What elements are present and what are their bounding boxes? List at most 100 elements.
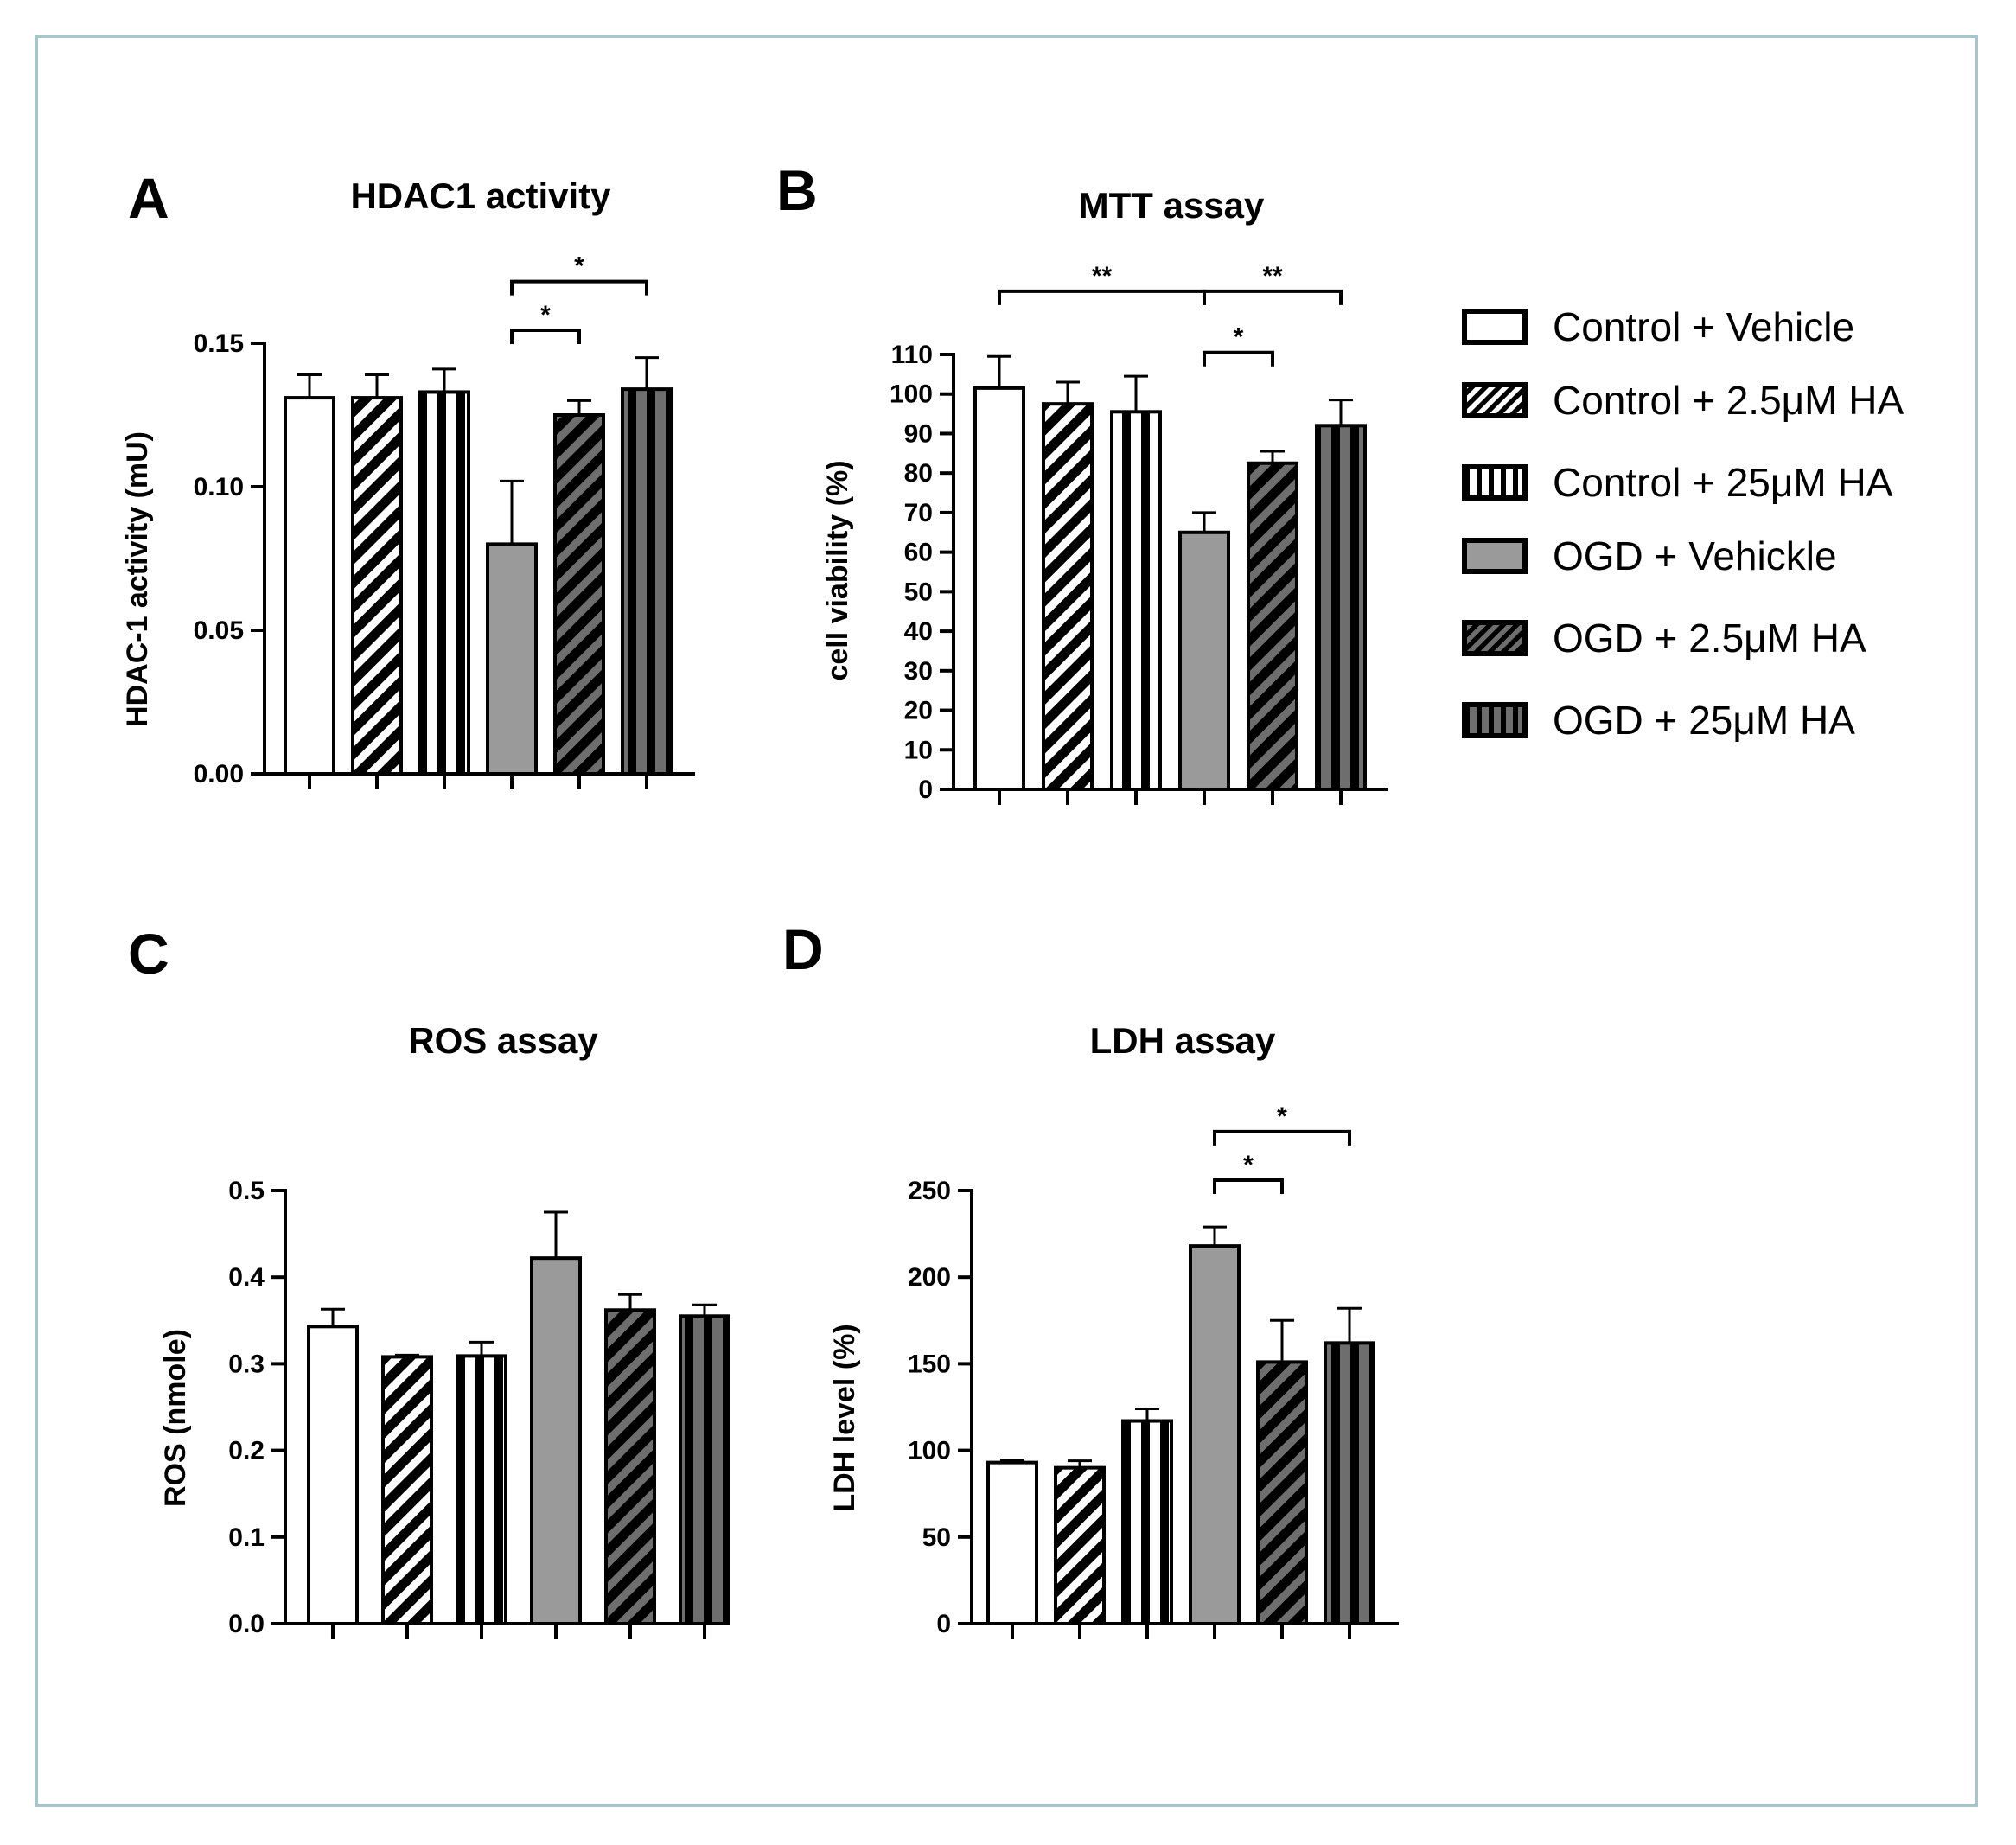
panel-d-chart: 0 50 100 150 200 250 * * [908, 1102, 1399, 1639]
panel-b-bar [1042, 402, 1094, 791]
panel-d-ytick-label: 100 [908, 1437, 951, 1465]
panel-a-ytick-label: 0.10 [194, 473, 244, 501]
panel-letter-c: C [128, 922, 169, 986]
panel-c-bar [307, 1325, 359, 1625]
legend-label: Control + 2.5μM HA [1553, 378, 1904, 423]
legend-swatch [1462, 538, 1528, 574]
panel-c-ylabel: ROS (nmole) [159, 1329, 192, 1507]
panel-a-bar [621, 387, 673, 776]
panel-d-title: LDH assay [1090, 1020, 1276, 1061]
panel-c-bar [604, 1308, 656, 1625]
legend-item: Control + 25μM HA [1462, 460, 1893, 505]
legend-swatch [1462, 382, 1528, 418]
panel-c-bar [679, 1314, 730, 1626]
panel-c-ytick-label: 0.3 [228, 1350, 265, 1378]
panel-d-bar [1121, 1419, 1173, 1625]
panel-b-significance-label: * [1234, 323, 1244, 352]
panel-d-ytick-label: 250 [908, 1177, 951, 1205]
panel-d-ytick-label: 200 [908, 1263, 951, 1292]
panel-letter-a: A [128, 166, 169, 230]
panel-a-bar [418, 390, 470, 776]
panel-c-ytick-label: 0.2 [228, 1437, 265, 1465]
panel-a-ylabel: HDAC-1 activity (mU) [121, 431, 154, 727]
panel-d-significance-label: * [1243, 1151, 1254, 1179]
panel-b-significance-bracket [998, 289, 1206, 305]
legend-item: Control + 2.5μM HA [1462, 378, 1904, 423]
panel-letter-d: D [782, 917, 824, 981]
panel-b-bar [973, 386, 1025, 791]
panel-b-ytick-label: 30 [904, 657, 933, 686]
panel-c-ytick-label: 0.5 [228, 1177, 265, 1205]
panel-b-ytick-label: 110 [891, 341, 933, 369]
panel-c-bar [456, 1354, 507, 1625]
panel-a-title: HDAC1 activity [350, 176, 611, 216]
panel-d-bar [1324, 1341, 1375, 1626]
panel-b-significance-bracket [1203, 350, 1274, 367]
panel-b-bar [1315, 424, 1367, 791]
panel-b-bar [1110, 410, 1162, 791]
panel-c-ytick-label: 0.1 [228, 1523, 265, 1552]
panel-a-bar [351, 396, 403, 776]
legend-label: OGD + 2.5μM HA [1553, 616, 1866, 661]
panel-c-title: ROS assay [408, 1020, 598, 1061]
panel-b-ytick-label: 100 [890, 380, 933, 409]
panel-d-ytick-label: 0 [936, 1610, 951, 1638]
panel-d-significance-bracket [1213, 1178, 1284, 1194]
panel-c-ytick-label: 0.0 [228, 1610, 265, 1638]
panel-b-bar [1178, 530, 1230, 791]
legend-swatch [1462, 464, 1528, 501]
panel-a-significance-bracket [510, 329, 581, 345]
panel-d-bar [1054, 1465, 1106, 1626]
panel-a-significance-label: * [574, 252, 584, 281]
legend-item: OGD + 2.5μM HA [1462, 616, 1866, 661]
panel-c-chart: 0.0 0.1 0.2 0.3 0.4 0.5 [228, 1177, 730, 1639]
legend-swatch [1462, 702, 1528, 738]
panel-b-significance-label: ** [1262, 262, 1283, 290]
panel-b-ytick-label: 50 [904, 578, 933, 606]
panel-c-ytick-label: 0.4 [228, 1263, 265, 1292]
panel-c-bar [381, 1355, 433, 1626]
panel-b-ytick-label: 20 [904, 697, 933, 725]
panel-d-bar [1256, 1360, 1308, 1625]
panel-a-chart: 0.00 0.05 0.10 0.15 * * [194, 252, 695, 789]
panel-b-bar [1247, 461, 1298, 791]
panel-a-bar [553, 413, 605, 776]
panel-b-ytick-label: 90 [904, 419, 933, 448]
panel-b-ytick-label: 60 [904, 539, 933, 567]
panel-d-ytick-label: 50 [922, 1523, 951, 1552]
legend-label: OGD + 25μM HA [1553, 698, 1855, 743]
panel-b-ytick-label: 80 [904, 459, 933, 488]
panel-a-significance-label: * [540, 301, 551, 329]
panel-d-significance-bracket [1213, 1129, 1351, 1146]
figure-frame [35, 35, 1978, 1807]
panel-a-bar [486, 542, 538, 776]
legend-item: OGD + Vehickle [1462, 533, 1837, 578]
panel-a-significance-bracket [510, 279, 648, 296]
panel-letter-b: B [776, 158, 818, 222]
panel-d-significance-label: * [1277, 1102, 1287, 1131]
legend-swatch [1462, 309, 1528, 345]
legend-item: OGD + 25μM HA [1462, 698, 1855, 743]
panel-b-ytick-label: 70 [904, 499, 933, 527]
panel-d-ytick-label: 150 [908, 1350, 951, 1378]
panel-b-ylabel: cell viability (%) [821, 460, 854, 680]
panel-a-ytick-label: 0.00 [194, 760, 244, 788]
legend-swatch [1462, 620, 1528, 656]
panel-b-ytick-label: 0 [918, 776, 933, 804]
panel-a-ytick-label: 0.05 [194, 616, 244, 645]
panel-d-bar [986, 1460, 1038, 1626]
legend: Control + Vehicle Control + 2.5μM HA Contr… [1462, 304, 1904, 743]
panel-d-bar [1189, 1244, 1241, 1626]
panel-a-ytick-label: 0.15 [194, 329, 244, 358]
panel-b-significance-label: ** [1092, 262, 1113, 290]
panel-c-bar [530, 1256, 582, 1625]
panel-a-bar [284, 396, 335, 776]
panel-d-ylabel: LDH level (%) [828, 1324, 861, 1511]
legend-label: Control + Vehicle [1553, 304, 1854, 349]
panel-b-significance-bracket [1203, 289, 1343, 305]
legend-label: OGD + Vehickle [1553, 533, 1837, 578]
panel-b-ytick-label: 40 [904, 617, 933, 646]
legend-label: Control + 25μM HA [1553, 460, 1893, 505]
